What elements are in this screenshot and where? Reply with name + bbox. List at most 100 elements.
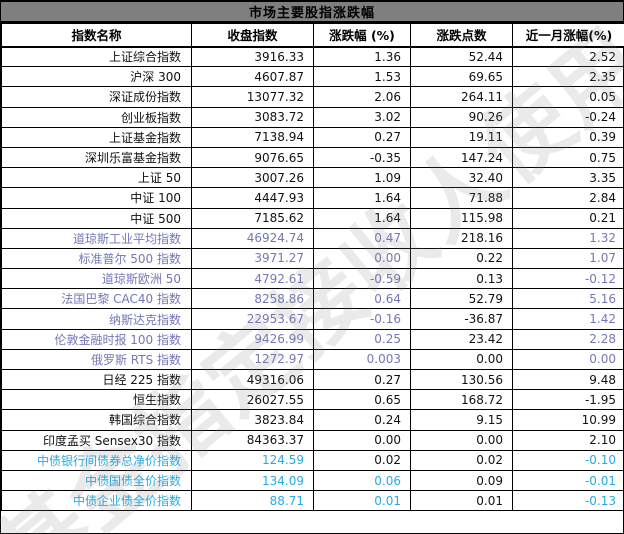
table-row: 纳斯达克指数 22953.67 -0.16 -36.87 1.42 <box>1 308 624 330</box>
close-value-cell: 49316.06 <box>191 368 314 391</box>
month-pct-cell: 9.48 <box>512 368 624 391</box>
month-pct-cell: 10.99 <box>512 409 624 431</box>
index-name-cell: 恒生指数 <box>1 389 192 411</box>
month-pct-cell: 0.21 <box>512 207 624 229</box>
chg-pct-cell: 1.36 <box>313 45 411 68</box>
close-value-cell: 134.09 <box>191 469 314 492</box>
month-pct-cell: -1.95 <box>512 389 624 411</box>
close-value-cell: 3083.72 <box>191 106 314 128</box>
close-value-cell: 26027.55 <box>191 389 314 411</box>
header-chg-pct: 涨跌幅 (%) <box>313 23 411 48</box>
chg-pts-cell: 52.79 <box>410 288 513 310</box>
table-row: 上证综合指数 3916.33 1.36 52.44 2.52 <box>1 45 624 68</box>
table-row: 道琼斯工业平均指数 46924.74 0.47 218.16 1.32 <box>1 227 624 249</box>
index-table-header: 指数名称 收盘指数 涨跌幅 (%) 涨跌点数 近一月涨幅(%) <box>1 23 624 48</box>
chg-pct-cell: 1.09 <box>313 167 411 189</box>
month-pct-cell: -0.10 <box>512 449 624 471</box>
close-value-cell: 3916.33 <box>191 45 314 68</box>
table-row: 深证成份指数 13077.32 2.06 264.11 0.05 <box>1 86 624 108</box>
index-name-cell: 深圳乐富基金指数 <box>1 146 192 169</box>
month-pct-cell: 2.35 <box>512 66 624 88</box>
chg-pts-cell: 218.16 <box>410 227 513 249</box>
close-value-cell: 3007.26 <box>191 167 314 189</box>
chg-pts-cell: -36.87 <box>410 308 513 330</box>
index-name-cell: 日经 225 指数 <box>1 368 192 391</box>
chg-pts-cell: 147.24 <box>410 146 513 169</box>
chg-pct-cell: 0.47 <box>313 227 411 249</box>
index-name-cell: 上证基金指数 <box>1 126 192 148</box>
index-name-cell: 中证 100 <box>1 187 192 209</box>
index-name-cell: 韩国综合指数 <box>1 409 192 431</box>
table-row: 法国巴黎 CAC40 指数 8258.86 0.64 52.79 5.16 <box>1 288 624 310</box>
chg-pct-cell: 0.27 <box>313 368 411 391</box>
close-value-cell: 4607.87 <box>191 66 314 88</box>
chg-pts-cell: 69.65 <box>410 66 513 88</box>
close-value-cell: 7185.62 <box>191 207 314 229</box>
month-pct-cell: 1.07 <box>512 247 624 270</box>
table-row: 韩国综合指数 3823.84 0.24 9.15 10.99 <box>1 409 624 431</box>
chg-pts-cell: 9.15 <box>410 409 513 431</box>
header-chg-pts: 涨跌点数 <box>410 23 513 48</box>
table-title-bar: 市场主要股指涨跌幅 <box>1 2 623 23</box>
close-value-cell: 3823.84 <box>191 409 314 431</box>
month-pct-cell: -0.24 <box>512 106 624 128</box>
chg-pts-cell: 52.44 <box>410 45 513 68</box>
chg-pct-cell: 0.06 <box>313 469 411 492</box>
index-name-cell: 上证 50 <box>1 167 192 189</box>
index-name-cell: 法国巴黎 CAC40 指数 <box>1 288 192 310</box>
index-name-cell: 道琼斯欧洲 50 <box>1 268 192 290</box>
chg-pct-cell: 0.01 <box>313 490 411 512</box>
chg-pct-cell: 3.02 <box>313 106 411 128</box>
chg-pct-cell: 0.00 <box>313 247 411 270</box>
index-name-cell: 创业板指数 <box>1 106 192 128</box>
chg-pct-cell: -0.35 <box>313 146 411 169</box>
index-name-cell: 中证 500 <box>1 207 192 229</box>
month-pct-cell: -0.01 <box>512 469 624 492</box>
month-pct-cell: 2.10 <box>512 429 624 451</box>
chg-pts-cell: 90.26 <box>410 106 513 128</box>
chg-pts-cell: 0.09 <box>410 469 513 492</box>
month-pct-cell: -0.12 <box>512 268 624 290</box>
table-row: 中证 100 4447.93 1.64 71.88 2.84 <box>1 187 624 209</box>
index-name-cell: 沪深 300 <box>1 66 192 88</box>
table-row: 道琼斯欧洲 50 4792.61 -0.59 0.13 -0.12 <box>1 268 624 290</box>
chg-pts-cell: 115.98 <box>410 207 513 229</box>
month-pct-cell: 0.05 <box>512 86 624 108</box>
chg-pts-cell: 264.11 <box>410 86 513 108</box>
index-table-body: 上证综合指数 3916.33 1.36 52.44 2.52 沪深 300 4607.87 1… <box>1 45 624 512</box>
chg-pts-cell: 0.00 <box>410 429 513 451</box>
close-value-cell: 46924.74 <box>191 227 314 249</box>
close-value-cell: 124.59 <box>191 449 314 471</box>
month-pct-cell: 0.75 <box>512 146 624 169</box>
chg-pct-cell: 0.64 <box>313 288 411 310</box>
index-name-cell: 中债国债全价指数 <box>1 469 192 492</box>
month-pct-cell: -0.13 <box>512 490 624 512</box>
table-row: 日经 225 指数 49316.06 0.27 130.56 9.48 <box>1 368 624 391</box>
table-row: 印度孟买 Sensex30 指数 84363.37 0.00 0.00 2.10 <box>1 429 624 451</box>
table-row: 中债企业债全价指数 88.71 0.01 0.01 -0.13 <box>1 490 624 512</box>
chg-pts-cell: 0.02 <box>410 449 513 471</box>
month-pct-cell: 3.35 <box>512 167 624 189</box>
chg-pct-cell: -0.59 <box>313 268 411 290</box>
chg-pts-cell: 23.42 <box>410 328 513 350</box>
close-value-cell: 13077.32 <box>191 86 314 108</box>
chg-pts-cell: 0.13 <box>410 268 513 290</box>
close-value-cell: 84363.37 <box>191 429 314 451</box>
chg-pct-cell: -0.16 <box>313 308 411 330</box>
close-value-cell: 8258.86 <box>191 288 314 310</box>
index-name-cell: 纳斯达克指数 <box>1 308 192 330</box>
index-name-cell: 中债企业债全价指数 <box>1 490 192 512</box>
chg-pts-cell: 0.22 <box>410 247 513 270</box>
chg-pts-cell: 71.88 <box>410 187 513 209</box>
header-close-value: 收盘指数 <box>191 23 314 48</box>
chg-pct-cell: 0.24 <box>313 409 411 431</box>
chg-pts-cell: 0.00 <box>410 348 513 371</box>
close-value-cell: 9426.99 <box>191 328 314 350</box>
index-name-cell: 中债银行间债券总净价指数 <box>1 449 192 471</box>
index-name-cell: 俄罗斯 RTS 指数 <box>1 348 192 371</box>
chg-pct-cell: 2.06 <box>313 86 411 108</box>
month-pct-cell: 0.00 <box>512 348 624 371</box>
header-row: 指数名称 收盘指数 涨跌幅 (%) 涨跌点数 近一月涨幅(%) <box>1 23 624 48</box>
table-row: 创业板指数 3083.72 3.02 90.26 -0.24 <box>1 106 624 128</box>
header-index-name: 指数名称 <box>1 23 192 48</box>
